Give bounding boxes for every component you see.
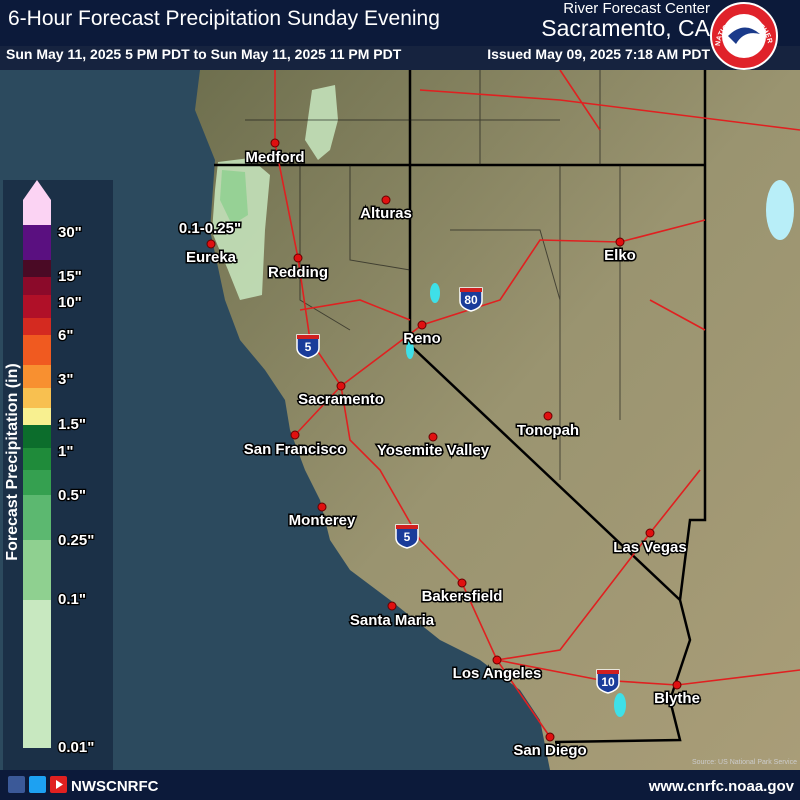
city-label: Blythe (654, 690, 700, 707)
legend-band (23, 425, 51, 448)
legend-band (23, 408, 51, 425)
city-dot (206, 239, 216, 249)
city-dot (615, 237, 625, 247)
shield-top (297, 335, 319, 339)
title: 6-Hour Forecast Precipitation Sunday Eve… (8, 7, 440, 30)
legend-label: 15" (58, 268, 82, 285)
legend-band (23, 365, 51, 388)
shield (395, 524, 419, 549)
city-dot (545, 732, 555, 742)
legend-title: Forecast Precipitation (in) (4, 363, 21, 560)
legend-panel (3, 180, 113, 770)
legend-band (23, 448, 51, 470)
footer-bar (0, 770, 800, 800)
legend-band (23, 470, 51, 495)
handle: NWSCNRFC (71, 778, 159, 795)
header-subbar (0, 46, 800, 70)
legend-label: 0.5" (58, 487, 86, 504)
city-dot (543, 411, 553, 421)
shield-number: 10 (601, 675, 615, 689)
precip-area (220, 170, 248, 225)
city-dot (290, 430, 300, 440)
precip-area (305, 85, 338, 160)
legend-band (23, 318, 51, 335)
city-dot (270, 138, 280, 148)
legend-label: 0.25" (58, 532, 94, 549)
shield-top (396, 525, 418, 529)
legend-band (23, 200, 51, 225)
legend-band (23, 388, 51, 408)
city-dot (336, 381, 346, 391)
city-dot (645, 528, 655, 538)
city-label: Redding (268, 264, 328, 281)
city-label: Las Vegas (613, 539, 686, 556)
legend-bar (23, 180, 51, 748)
city-label: Sacramento (298, 391, 384, 408)
city-label: Alturas (360, 205, 412, 222)
city-label: San Francisco (244, 441, 347, 458)
lakes (406, 180, 794, 717)
legend-band (23, 540, 51, 600)
city-dot (428, 432, 438, 442)
city-label: Eureka (186, 249, 237, 266)
annotation: 0.1-0.25" (179, 220, 241, 237)
city-label: Yosemite Valley (377, 442, 490, 459)
legend-band (23, 225, 51, 260)
city-dot (672, 680, 682, 690)
legend-label: 3" (58, 371, 73, 388)
legend-label: 1" (58, 443, 73, 460)
shield (296, 334, 320, 359)
legend-label: 30" (58, 224, 82, 241)
shield-number: 5 (404, 530, 411, 544)
credit: Source: US National Park Service (692, 759, 797, 766)
city-dot (492, 655, 502, 665)
shield-number: 5 (305, 340, 312, 354)
city-dot (317, 502, 327, 512)
city-dot (387, 601, 397, 611)
youtube-play (56, 780, 63, 789)
shield (596, 669, 620, 694)
office: River Forecast Center (563, 0, 710, 17)
shield-top (597, 670, 619, 674)
land (195, 70, 800, 770)
city-dot (381, 195, 391, 205)
legend-label: 10" (58, 294, 82, 311)
county-borders (245, 70, 621, 480)
location: Sacramento, CA (541, 15, 710, 41)
city-label: Tonopah (517, 422, 579, 439)
legend-band (23, 600, 51, 748)
legend-arrow (23, 180, 51, 200)
city-label: Reno (403, 330, 441, 347)
city-dot (417, 320, 427, 330)
website: www.cnrfc.noaa.gov (648, 778, 795, 795)
city-label: Los Angeles (453, 665, 542, 682)
legend-band (23, 260, 51, 277)
facebook-icon (8, 776, 25, 793)
city-label: San Diego (513, 742, 586, 759)
legend-label: 0.1" (58, 591, 86, 608)
city-label: Elko (604, 247, 636, 264)
legend-band (23, 277, 51, 295)
legend-label: 0.01" (58, 739, 94, 756)
shield-top (460, 288, 482, 292)
city-label: Medford (245, 149, 304, 166)
city-dot (293, 253, 303, 263)
legend-band (23, 335, 51, 365)
city-label: Monterey (289, 512, 356, 529)
legend-label: 1.5" (58, 416, 86, 433)
issued: Issued May 09, 2025 7:18 AM PDT (487, 46, 710, 62)
legend-band (23, 295, 51, 318)
legend-label: 6" (58, 327, 73, 344)
shield (459, 287, 483, 312)
city-label: Bakersfield (422, 588, 503, 605)
twitter-icon (29, 776, 46, 793)
city-dot (457, 578, 467, 588)
city-label: Santa Maria (350, 612, 435, 629)
shield-number: 80 (464, 293, 478, 307)
legend-band (23, 495, 51, 540)
valid-period: Sun May 11, 2025 5 PM PDT to Sun May 11,… (6, 46, 402, 62)
